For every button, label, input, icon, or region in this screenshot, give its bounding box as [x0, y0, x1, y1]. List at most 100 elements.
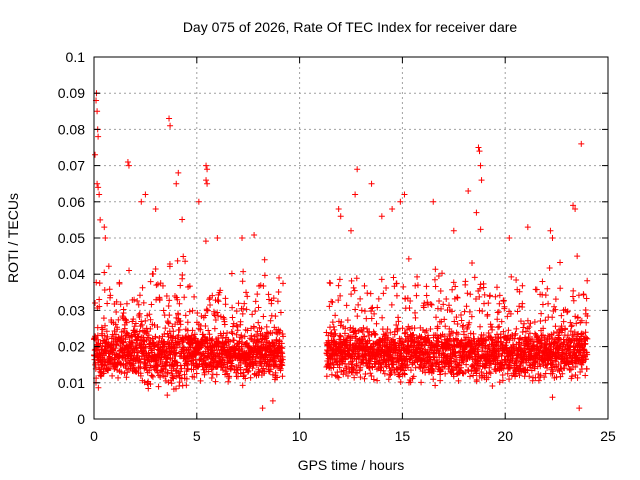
data-point [104, 300, 111, 307]
data-point [107, 292, 114, 299]
data-point [485, 374, 492, 381]
data-point [215, 312, 222, 319]
data-point [492, 293, 499, 300]
data-point [401, 370, 408, 377]
data-point [549, 314, 556, 321]
data-point [137, 363, 144, 370]
data-point [353, 275, 360, 282]
data-point [136, 310, 143, 317]
data-point [101, 332, 108, 339]
data-point [533, 286, 540, 293]
data-point [211, 310, 218, 317]
data-point [553, 374, 560, 381]
data-point [123, 374, 130, 381]
data-point [496, 379, 503, 386]
data-point [102, 235, 109, 241]
data-point [228, 270, 235, 277]
data-point [545, 300, 552, 307]
data-point [414, 273, 421, 280]
y-tick-label: 0.09 [58, 85, 85, 101]
data-point [512, 330, 519, 337]
data-point [467, 291, 474, 298]
data-point [242, 357, 249, 364]
data-point [270, 295, 277, 302]
data-point [568, 373, 575, 380]
data-point [465, 334, 472, 341]
data-point [234, 327, 241, 334]
data-point [154, 323, 161, 330]
data-point [494, 316, 501, 323]
data-point [353, 360, 360, 367]
data-point [132, 320, 139, 327]
data-point [154, 369, 161, 376]
data-point [175, 332, 182, 339]
data-point [221, 316, 228, 323]
y-tick-label: 0.05 [58, 230, 85, 246]
data-point [203, 162, 210, 169]
data-point [348, 291, 355, 298]
data-point [483, 337, 490, 344]
data-point [280, 280, 287, 287]
data-point [538, 310, 545, 317]
data-point [351, 287, 358, 294]
data-point [432, 382, 439, 389]
data-point [564, 308, 571, 315]
data-point [169, 372, 176, 379]
data-point [118, 369, 125, 376]
data-point [240, 268, 247, 275]
data-point [381, 370, 388, 377]
data-point [234, 366, 241, 373]
data-point [175, 169, 182, 176]
data-point [252, 298, 259, 305]
data-point [145, 385, 152, 392]
data-point [183, 375, 190, 382]
data-point [177, 282, 184, 289]
data-point [549, 370, 556, 377]
data-point [453, 336, 460, 343]
data-point [115, 316, 122, 323]
data-point [147, 325, 154, 332]
data-point [412, 282, 419, 289]
data-point [114, 326, 121, 333]
data-point [359, 328, 366, 335]
data-point [159, 368, 166, 375]
data-point [507, 365, 514, 372]
data-point [244, 368, 251, 375]
data-point [222, 301, 229, 308]
data-point [471, 274, 478, 281]
data-point [354, 166, 361, 173]
data-point [165, 319, 172, 326]
data-point [371, 310, 378, 317]
data-point [477, 358, 484, 365]
data-point [123, 319, 130, 326]
data-point [477, 226, 484, 233]
data-point [95, 184, 102, 191]
data-point [226, 373, 233, 380]
data-point [229, 330, 236, 337]
data-point [540, 325, 547, 332]
x-tick-labels: 0 5 10 15 20 25 [90, 428, 616, 444]
data-point [374, 304, 381, 311]
data-point [208, 337, 215, 344]
data-point [124, 158, 131, 165]
data-point [574, 314, 581, 321]
data-point [501, 303, 508, 310]
data-point [205, 327, 212, 334]
data-point [470, 330, 477, 337]
data-point [152, 357, 159, 364]
x-tick-label: 0 [90, 428, 98, 444]
data-point [350, 365, 357, 372]
data-point [337, 333, 344, 340]
data-point [235, 300, 242, 307]
data-point [331, 332, 338, 339]
data-point [142, 191, 149, 198]
data-point [380, 367, 387, 374]
data-point [220, 330, 227, 337]
data-point [583, 365, 590, 372]
data-point [244, 293, 251, 300]
y-tick-label: 0.06 [58, 194, 85, 210]
data-point [227, 366, 234, 373]
data-point [403, 326, 410, 333]
data-point [96, 303, 103, 310]
y-tick-label: 0.02 [58, 339, 85, 355]
